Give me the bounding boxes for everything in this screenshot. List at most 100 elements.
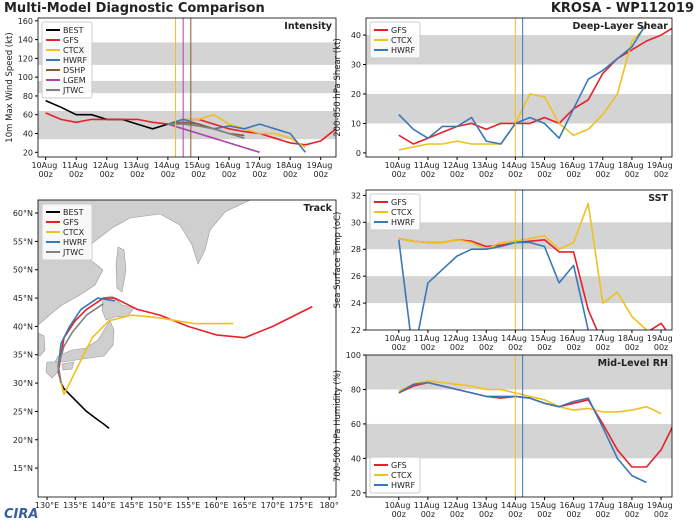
y-tick-label: 60	[23, 111, 33, 120]
x-tick-label: 130°E	[35, 501, 59, 510]
x-tick-label: 13Aug 00z	[472, 334, 500, 352]
series-line	[57, 303, 104, 384]
legend-label: HWRF	[63, 56, 87, 65]
x-tick-label: 17Aug 00z	[589, 161, 617, 179]
x-tick-label: 13Aug 00z	[472, 501, 500, 519]
y-tick-label: 40	[351, 31, 361, 40]
y-tick-label: 40	[351, 454, 361, 463]
y-tick-label: 25°N	[13, 407, 33, 416]
y-tick-label: 80	[351, 385, 361, 394]
legend-label: HWRF	[63, 238, 87, 247]
x-tick-label: 14Aug 00z	[501, 501, 529, 519]
x-tick-label: 15Aug 00z	[530, 501, 558, 519]
legend-label: CTCX	[391, 36, 413, 45]
y-tick-label: 10	[351, 119, 361, 128]
y-tick-label: 40°N	[13, 322, 33, 331]
y-tick-label: 100	[346, 351, 361, 360]
shaded-band	[366, 93, 672, 124]
x-tick-label: 17Aug 00z	[589, 501, 617, 519]
y-tick-label: 32	[351, 191, 361, 200]
legend-label: CTCX	[63, 46, 85, 55]
series-line	[60, 314, 234, 396]
x-tick-label: 14Aug 00z	[501, 161, 529, 179]
y-tick-label: 45°N	[13, 294, 33, 303]
legend-label: HWRF	[391, 46, 415, 55]
legend-label: GFS	[391, 198, 407, 207]
x-tick-label: 150°E	[148, 501, 172, 510]
x-tick-label: 19Aug 00z	[307, 161, 335, 179]
x-tick-label: 13Aug 00z	[472, 161, 500, 179]
panel-title: Track	[304, 203, 333, 214]
y-tick-label: 20	[23, 148, 33, 157]
legend-label: BEST	[63, 208, 84, 217]
legend-label: DSHP	[63, 66, 85, 75]
x-tick-label: 11Aug 00z	[414, 161, 442, 179]
x-tick-label: 18Aug 00z	[618, 161, 646, 179]
x-tick-label: 19Aug 00z	[647, 501, 675, 519]
y-tick-label: 28	[351, 245, 361, 254]
x-tick-label: 17Aug 00z	[589, 334, 617, 352]
page-title: Multi-Model Diagnostic Comparison	[4, 1, 265, 16]
y-tick-label: 20	[351, 489, 361, 498]
x-tick-label: 175°E	[289, 501, 313, 510]
x-tick-label: 140°E	[91, 501, 115, 510]
x-tick-label: 12Aug 00z	[93, 161, 121, 179]
y-tick-label: 22	[351, 326, 361, 335]
panel-title: Deep-Layer Shear	[573, 21, 669, 32]
y-tick-label: 24	[351, 299, 361, 308]
x-tick-label: 18Aug 00z	[618, 501, 646, 519]
y-tick-label: 30°N	[13, 379, 33, 388]
x-tick-label: 145°E	[120, 501, 144, 510]
x-tick-label: 11Aug 00z	[414, 334, 442, 352]
legend-label: GFS	[391, 26, 407, 35]
panel-title: SST	[648, 193, 668, 204]
x-tick-label: 12Aug 00z	[443, 161, 471, 179]
x-tick-label: 17Aug 00z	[245, 161, 273, 179]
series-line	[398, 239, 589, 330]
legend-label: JTWC	[62, 86, 84, 95]
legend-label: HWRF	[391, 481, 415, 490]
x-tick-label: 19Aug 00z	[647, 334, 675, 352]
x-tick-label: 135°E	[63, 501, 87, 510]
x-tick-label: 18Aug 00z	[618, 334, 646, 352]
x-tick-label: 16Aug 00z	[215, 161, 243, 179]
shaded-band	[366, 276, 672, 304]
plot-frame	[37, 199, 337, 498]
storm-id: KROSA - WP112019	[551, 1, 694, 16]
y-tick-label: 40	[23, 130, 33, 139]
plot-frame	[37, 17, 337, 158]
y-tick-label: 100	[18, 73, 33, 82]
y-axis-label: Sea Surface Temp (oC)	[333, 212, 343, 309]
y-tick-label: 26	[351, 272, 361, 281]
legend-label: LGEM	[63, 76, 86, 85]
y-tick-label: 20	[351, 90, 361, 99]
y-tick-label: 20°N	[13, 436, 33, 445]
y-tick-label: 140	[18, 36, 33, 45]
x-tick-label: 19Aug 00z	[647, 161, 675, 179]
legend-label: HWRF	[391, 218, 415, 227]
x-tick-label: 10Aug 00z	[385, 501, 413, 519]
x-tick-label: 15Aug 00z	[184, 161, 212, 179]
x-tick-label: 11Aug 00z	[414, 501, 442, 519]
panel-title: Intensity	[284, 21, 332, 32]
panel-title: Mid-Level RH	[598, 358, 668, 369]
x-tick-label: 15Aug 00z	[530, 334, 558, 352]
x-tick-label: 10Aug 00z	[31, 161, 59, 179]
x-tick-label: 16Aug 00z	[559, 501, 587, 519]
x-tick-label: 165°E	[232, 501, 256, 510]
shaded-band	[38, 42, 336, 65]
x-tick-label: 170°E	[261, 501, 285, 510]
y-axis-label: 200-850 hPa Shear (kt)	[333, 38, 343, 137]
legend-label: CTCX	[63, 228, 85, 237]
x-tick-label: 12Aug 00z	[443, 334, 471, 352]
legend-box	[41, 203, 93, 261]
y-axis-label: 10m Max Wind Speed (kt)	[5, 32, 15, 142]
plot-frame	[365, 354, 673, 498]
x-tick-label: 10Aug 00z	[385, 161, 413, 179]
legend-label: GFS	[63, 36, 79, 45]
plot-frame	[365, 17, 673, 158]
y-tick-label: 15°N	[13, 464, 33, 473]
y-tick-label: 80	[23, 92, 33, 101]
shaded-band	[366, 423, 672, 459]
